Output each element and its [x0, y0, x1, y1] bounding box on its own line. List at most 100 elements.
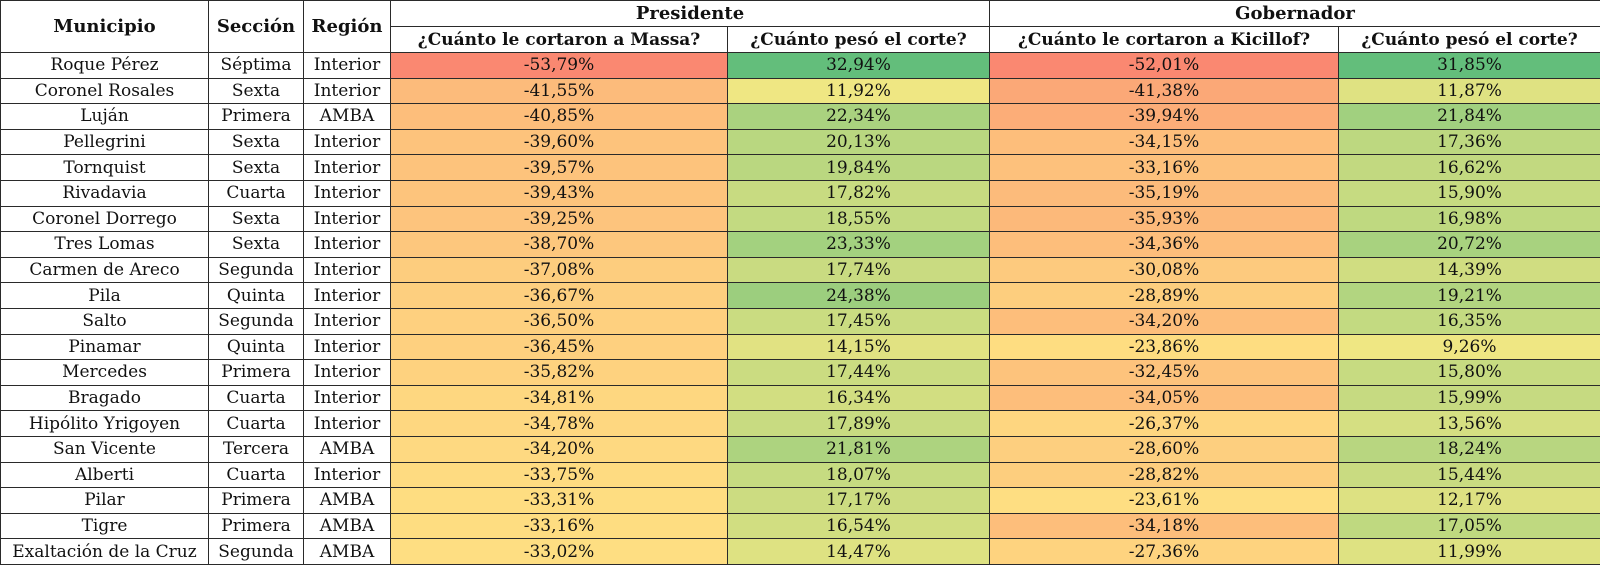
cell-corte-kicillof: -28,89%: [989, 282, 1339, 309]
table-row: Pilar Primera AMBA -33,31% 17,17% -23,61% 12,1…: [0, 487, 1600, 514]
cell-corte-massa: -36,45%: [390, 333, 728, 361]
cell-peso-gobernador: 12,17%: [1337, 487, 1600, 514]
cell-seccion: Quinta: [208, 333, 304, 361]
cell-municipio: Tornquist: [0, 154, 209, 181]
cell-peso-presidente: 14,47%: [727, 538, 990, 565]
cell-region: Interior: [303, 461, 391, 489]
cell-peso-presidente: 23,33%: [727, 231, 990, 258]
cell-seccion: Primera: [208, 512, 304, 540]
cell-municipio: Tres Lomas: [0, 231, 209, 258]
cell-seccion: Cuarta: [208, 179, 304, 207]
cell-region: Interior: [303, 128, 391, 156]
cell-region: Interior: [303, 359, 391, 386]
cell-peso-presidente: 20,13%: [727, 128, 990, 156]
cell-region: Interior: [303, 231, 391, 258]
cell-peso-presidente: 17,82%: [727, 179, 990, 207]
cell-corte-kicillof: -26,37%: [989, 410, 1339, 437]
table-row: Pinamar Quinta Interior -36,45% 14,15% -23,86…: [0, 333, 1600, 361]
cell-peso-presidente: 32,94%: [727, 52, 990, 79]
cell-seccion: Cuarta: [208, 410, 304, 437]
cell-seccion: Séptima: [208, 52, 304, 79]
cell-peso-gobernador: 15,44%: [1337, 461, 1600, 489]
cell-corte-kicillof: -34,15%: [989, 128, 1339, 156]
cell-corte-kicillof: -34,36%: [989, 231, 1339, 258]
cell-region: AMBA: [303, 487, 391, 514]
cell-municipio: Salto: [0, 307, 209, 335]
cell-municipio: Alberti: [0, 461, 209, 489]
cell-corte-massa: -53,79%: [390, 52, 728, 79]
table-row: Hipólito Yrigoyen Cuarta Interior -34,78% 17…: [0, 410, 1600, 437]
cell-corte-massa: -39,57%: [390, 154, 728, 181]
cell-corte-massa: -39,25%: [390, 205, 728, 233]
cell-peso-gobernador: 16,62%: [1337, 154, 1600, 181]
cell-corte-kicillof: -34,05%: [989, 384, 1339, 412]
cell-peso-gobernador: 15,99%: [1337, 384, 1600, 412]
table-row: Tres Lomas Sexta Interior -38,70% 23,33% -34,…: [0, 231, 1600, 258]
cell-peso-gobernador: 31,85%: [1337, 52, 1600, 79]
table-row: Alberti Cuarta Interior -33,75% 18,07% -28,82…: [0, 461, 1600, 489]
cell-peso-gobernador: 15,80%: [1337, 359, 1600, 386]
cell-corte-kicillof: -32,45%: [989, 359, 1339, 386]
cell-corte-kicillof: -52,01%: [989, 52, 1339, 79]
cell-corte-massa: -33,75%: [390, 461, 728, 489]
cell-peso-presidente: 17,44%: [727, 359, 990, 386]
cell-seccion: Sexta: [208, 77, 304, 105]
table-row: Pellegrini Sexta Interior -39,60% 20,13% -34,…: [0, 128, 1600, 156]
cell-corte-massa: -34,78%: [390, 410, 728, 437]
cell-seccion: Sexta: [208, 128, 304, 156]
cell-seccion: Sexta: [208, 205, 304, 233]
table-row: Coronel Rosales Sexta Interior -41,55% 11,92…: [0, 77, 1600, 105]
table-row: Rivadavia Cuarta Interior -39,43% 17,82% -35,…: [0, 179, 1600, 207]
cell-peso-gobernador: 13,56%: [1337, 410, 1600, 437]
cell-municipio: San Vicente: [0, 435, 209, 463]
cell-municipio: Pila: [0, 282, 209, 309]
cell-seccion: Primera: [208, 103, 304, 130]
cell-region: AMBA: [303, 435, 391, 463]
header-municipio: Municipio: [0, 0, 209, 53]
table-row: Pila Quinta Interior -36,67% 24,38% -28,89% 19…: [0, 282, 1600, 309]
cell-peso-gobernador: 11,87%: [1337, 77, 1600, 105]
cell-corte-massa: -41,55%: [390, 77, 728, 105]
cell-municipio: Rivadavia: [0, 179, 209, 207]
cell-region: Interior: [303, 333, 391, 361]
cell-municipio: Bragado: [0, 384, 209, 412]
cell-corte-kicillof: -33,16%: [989, 154, 1339, 181]
table-body: Roque Pérez Séptima Interior -53,79% 32,94% -…: [0, 52, 1600, 565]
table-row: Tornquist Sexta Interior -39,57% 19,84% -33,1…: [0, 154, 1600, 181]
cell-corte-massa: -39,60%: [390, 128, 728, 156]
cell-peso-presidente: 16,34%: [727, 384, 990, 412]
header-corte-kicillof: ¿Cuánto le cortaron a Kicillof?: [989, 26, 1339, 53]
cell-peso-presidente: 16,54%: [727, 512, 990, 540]
cell-peso-presidente: 14,15%: [727, 333, 990, 361]
cell-corte-kicillof: -34,18%: [989, 512, 1339, 540]
cell-seccion: Quinta: [208, 282, 304, 309]
cell-peso-presidente: 22,34%: [727, 103, 990, 130]
cell-corte-kicillof: -23,61%: [989, 487, 1339, 514]
header-corte-massa: ¿Cuánto le cortaron a Massa?: [390, 26, 728, 53]
cell-corte-massa: -36,50%: [390, 307, 728, 335]
cell-peso-gobernador: 19,21%: [1337, 282, 1600, 309]
cell-seccion: Tercera: [208, 435, 304, 463]
cell-region: Interior: [303, 205, 391, 233]
cell-municipio: Hipólito Yrigoyen: [0, 410, 209, 437]
cell-region: AMBA: [303, 103, 391, 130]
cell-peso-gobernador: 15,90%: [1337, 179, 1600, 207]
cell-region: Interior: [303, 256, 391, 284]
cell-municipio: Pilar: [0, 487, 209, 514]
cell-peso-presidente: 17,74%: [727, 256, 990, 284]
cell-peso-presidente: 17,17%: [727, 487, 990, 514]
cell-municipio: Pellegrini: [0, 128, 209, 156]
cell-corte-massa: -35,82%: [390, 359, 728, 386]
cell-peso-gobernador: 18,24%: [1337, 435, 1600, 463]
cell-seccion: Segunda: [208, 307, 304, 335]
cell-seccion: Primera: [208, 487, 304, 514]
cell-peso-presidente: 21,81%: [727, 435, 990, 463]
cell-municipio: Mercedes: [0, 359, 209, 386]
cell-seccion: Segunda: [208, 256, 304, 284]
cell-seccion: Cuarta: [208, 461, 304, 489]
table-row: Salto Segunda Interior -36,50% 17,45% -34,20%…: [0, 307, 1600, 335]
cell-peso-presidente: 24,38%: [727, 282, 990, 309]
cell-municipio: Tigre: [0, 512, 209, 540]
cell-peso-gobernador: 16,98%: [1337, 205, 1600, 233]
